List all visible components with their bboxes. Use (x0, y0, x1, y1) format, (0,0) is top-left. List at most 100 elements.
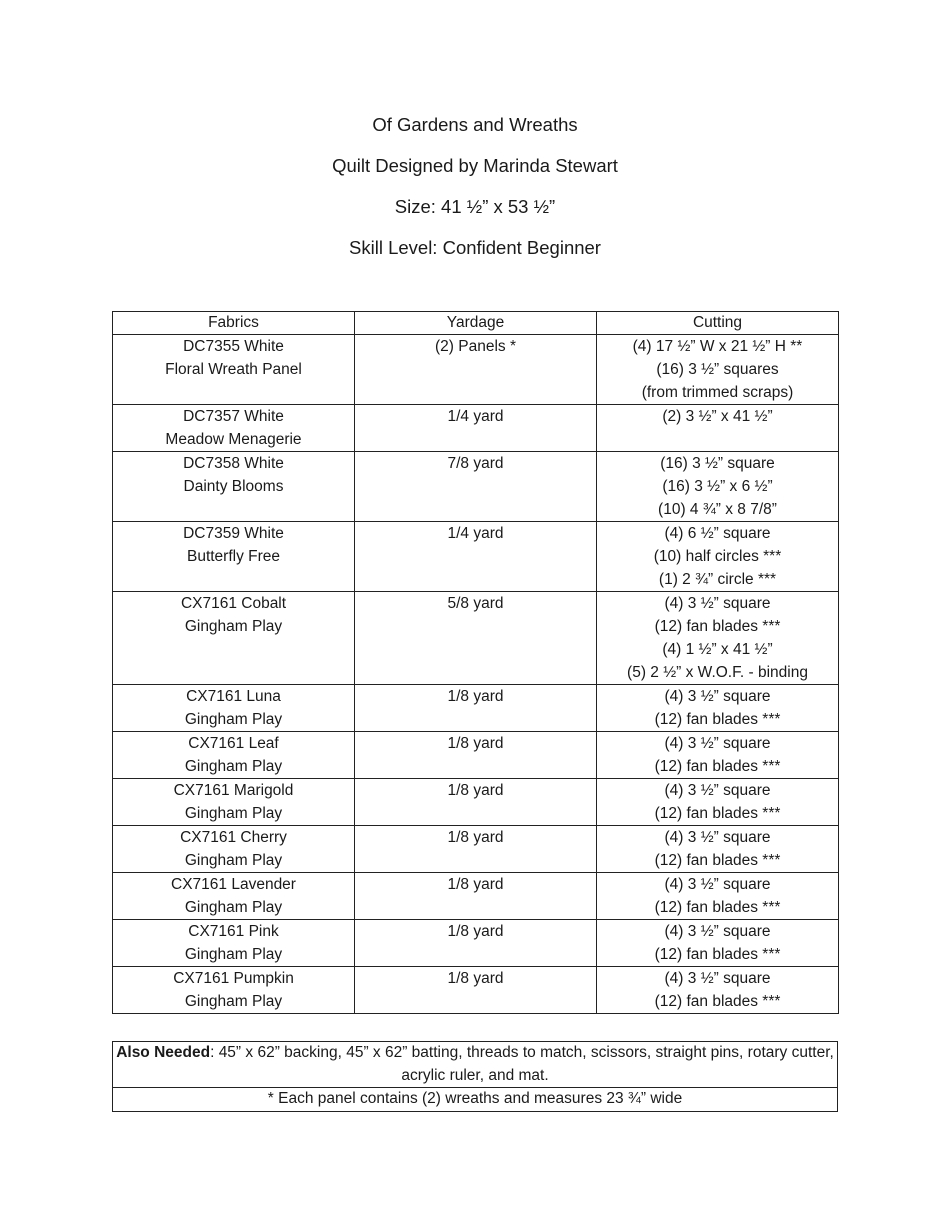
yardage-cell: 1/8 yard (354, 966, 597, 1014)
fabric-cell-line: Gingham Play (184, 805, 283, 822)
fabric-cell-line: CX7161 Cobalt (180, 595, 287, 612)
cutting-cell: (4) 3 ½” square (12) fan blades *** (596, 825, 839, 873)
fabric-cell: DC7358 White Dainty Blooms (112, 451, 355, 522)
table-body: DC7355 White Floral Wreath Panel (2) Panel… (112, 334, 839, 1014)
fabric-cell: CX7161 Cobalt Gingham Play (112, 591, 355, 685)
fabric-table: Fabrics Yardage Cutting DC7355 White Flor… (112, 311, 839, 1014)
notes-table: Also Needed: 45” x 62” backing, 45” x 62… (112, 1041, 838, 1112)
cutting-cell: (4) 3 ½” square (12) fan blades *** (596, 731, 839, 779)
cutting-cell-line: (10) 4 ¾” x 8 7/8” (658, 501, 777, 518)
cutting-cell-line: (10) half circles *** (653, 548, 782, 565)
yardage-cell: 1/8 yard (354, 778, 597, 826)
table-row: DC7355 White Floral Wreath Panel (2) Panel… (112, 334, 839, 405)
cutting-cell: (4) 3 ½” square (12) fan blades *** (596, 872, 839, 920)
table-row: CX7161 Marigold Gingham Play 1/8 yard (4) 3… (112, 778, 839, 826)
column-header-cutting: Cutting (596, 311, 839, 335)
yardage-cell-line: 1/4 yard (447, 408, 504, 425)
yardage-cell: 1/8 yard (354, 872, 597, 920)
fabric-cell-line: Floral Wreath Panel (165, 361, 302, 378)
cutting-cell-line: (12) fan blades *** (654, 805, 781, 822)
fabric-cell: CX7161 Pink Gingham Play (112, 919, 355, 967)
cutting-cell-line: (4) 17 ½” W x 21 ½” H ** (632, 338, 803, 355)
column-header-yardage: Yardage (354, 311, 597, 335)
fabric-cell-line: Gingham Play (184, 618, 283, 635)
cutting-cell: (4) 3 ½” square (12) fan blades *** (596, 778, 839, 826)
fabric-cell-line: Meadow Menagerie (165, 431, 302, 448)
fabric-cell-line: CX7161 Pink (188, 923, 279, 940)
fabric-cell-line: DC7355 White (183, 338, 284, 355)
cutting-cell-line: (4) 3 ½” square (664, 876, 771, 893)
footnote-cell: * Each panel contains (2) wreaths and me… (112, 1087, 838, 1112)
cutting-cell-line: (16) 3 ½” x 6 ½” (662, 478, 773, 495)
yardage-cell-line: 1/8 yard (447, 688, 504, 705)
fabric-cell: CX7161 Lavender Gingham Play (112, 872, 355, 920)
fabric-cell: DC7357 White Meadow Menagerie (112, 404, 355, 452)
cutting-cell: (16) 3 ½” square (16) 3 ½” x 6 ½” (10) 4 ¾… (596, 451, 839, 522)
fabric-cell-line: DC7357 White (183, 408, 284, 425)
cutting-cell-line: (from trimmed scraps) (641, 384, 794, 401)
fabric-cell-line: CX7161 Marigold (173, 782, 294, 799)
fabric-cell-line: Gingham Play (184, 993, 283, 1010)
yardage-cell-line: 1/8 yard (447, 735, 504, 752)
yardage-cell: 5/8 yard (354, 591, 597, 685)
fabric-cell: CX7161 Leaf Gingham Play (112, 731, 355, 779)
table-row: CX7161 Leaf Gingham Play 1/8 yard (4) 3 ½” … (112, 731, 839, 779)
yardage-cell-line: (2) Panels * (435, 338, 516, 355)
document-header: Of Gardens and Wreaths Quilt Designed by… (0, 112, 950, 276)
cutting-cell: (4) 3 ½” square (12) fan blades *** (596, 684, 839, 732)
cutting-cell-line: (4) 3 ½” square (664, 595, 771, 612)
cutting-cell: (4) 3 ½” square (12) fan blades *** (596, 919, 839, 967)
cutting-cell-line: (16) 3 ½” square (660, 455, 775, 472)
cutting-cell-line: (4) 1 ½” x 41 ½” (662, 641, 773, 658)
table-header-row: Fabrics Yardage Cutting (112, 311, 839, 335)
fabric-cell-line: Gingham Play (184, 852, 283, 869)
yardage-cell: 1/4 yard (354, 404, 597, 452)
designer-line: Quilt Designed by Marinda Stewart (332, 155, 618, 176)
table-row: CX7161 Cherry Gingham Play 1/8 yard (4) 3 ½… (112, 825, 839, 873)
cutting-cell-line: (2) 3 ½” x 41 ½” (662, 408, 773, 425)
fabric-cell-line: CX7161 Luna (186, 688, 281, 705)
yardage-cell: 1/4 yard (354, 521, 597, 592)
fabric-cell-line: Gingham Play (184, 758, 283, 775)
cutting-cell-line: (5) 2 ½” x W.O.F. - binding (627, 664, 808, 681)
also-needed-row: Also Needed: 45” x 62” backing, 45” x 62… (112, 1041, 838, 1088)
yardage-cell-line: 1/8 yard (447, 923, 504, 940)
cutting-cell-line: (4) 3 ½” square (664, 923, 771, 940)
fabric-cell-line: Gingham Play (184, 899, 283, 916)
fabric-cell: CX7161 Marigold Gingham Play (112, 778, 355, 826)
cutting-cell-line: (4) 3 ½” square (664, 782, 771, 799)
cutting-cell-line: (12) fan blades *** (654, 946, 781, 963)
yardage-cell-line: 1/4 yard (447, 525, 504, 542)
table-row: CX7161 Pink Gingham Play 1/8 yard (4) 3 ½” … (112, 919, 839, 967)
fabric-cell-line: Dainty Blooms (183, 478, 284, 495)
table-row: CX7161 Luna Gingham Play 1/8 yard (4) 3 ½” … (112, 684, 839, 732)
also-needed-cell: Also Needed: 45” x 62” backing, 45” x 62… (112, 1041, 838, 1088)
column-header-fabrics: Fabrics (112, 311, 355, 335)
yardage-cell: (2) Panels * (354, 334, 597, 405)
yardage-cell: 1/8 yard (354, 919, 597, 967)
cutting-cell: (2) 3 ½” x 41 ½” (596, 404, 839, 452)
cutting-cell-line: (12) fan blades *** (654, 993, 781, 1010)
fabric-cell-line: DC7359 White (183, 525, 284, 542)
yardage-cell: 7/8 yard (354, 451, 597, 522)
cutting-cell: (4) 17 ½” W x 21 ½” H ** (16) 3 ½” square… (596, 334, 839, 405)
yardage-cell-line: 1/8 yard (447, 876, 504, 893)
yardage-cell-line: 5/8 yard (447, 595, 504, 612)
cutting-cell-line: (4) 6 ½” square (664, 525, 771, 542)
fabric-cell-line: CX7161 Pumpkin (173, 970, 294, 987)
cutting-cell-line: (4) 3 ½” square (664, 970, 771, 987)
fabric-cell: DC7355 White Floral Wreath Panel (112, 334, 355, 405)
table-row: CX7161 Lavender Gingham Play 1/8 yard (4) 3… (112, 872, 839, 920)
cutting-cell-line: (16) 3 ½” squares (656, 361, 779, 378)
cutting-cell-line: (4) 3 ½” square (664, 688, 771, 705)
table-row: CX7161 Cobalt Gingham Play 5/8 yard (4) 3 ½… (112, 591, 839, 685)
yardage-cell-line: 1/8 yard (447, 970, 504, 987)
skill-level-line: Skill Level: Confident Beginner (349, 237, 601, 258)
table-row: CX7161 Pumpkin Gingham Play 1/8 yard (4) 3 … (112, 966, 839, 1014)
fabric-cell-line: CX7161 Leaf (188, 735, 279, 752)
cutting-cell-line: (12) fan blades *** (654, 711, 781, 728)
fabric-cell-line: Gingham Play (184, 946, 283, 963)
cutting-cell-line: (4) 3 ½” square (664, 829, 771, 846)
fabric-cell-line: Butterfly Free (186, 548, 281, 565)
fabric-cell-line: CX7161 Lavender (171, 876, 296, 893)
